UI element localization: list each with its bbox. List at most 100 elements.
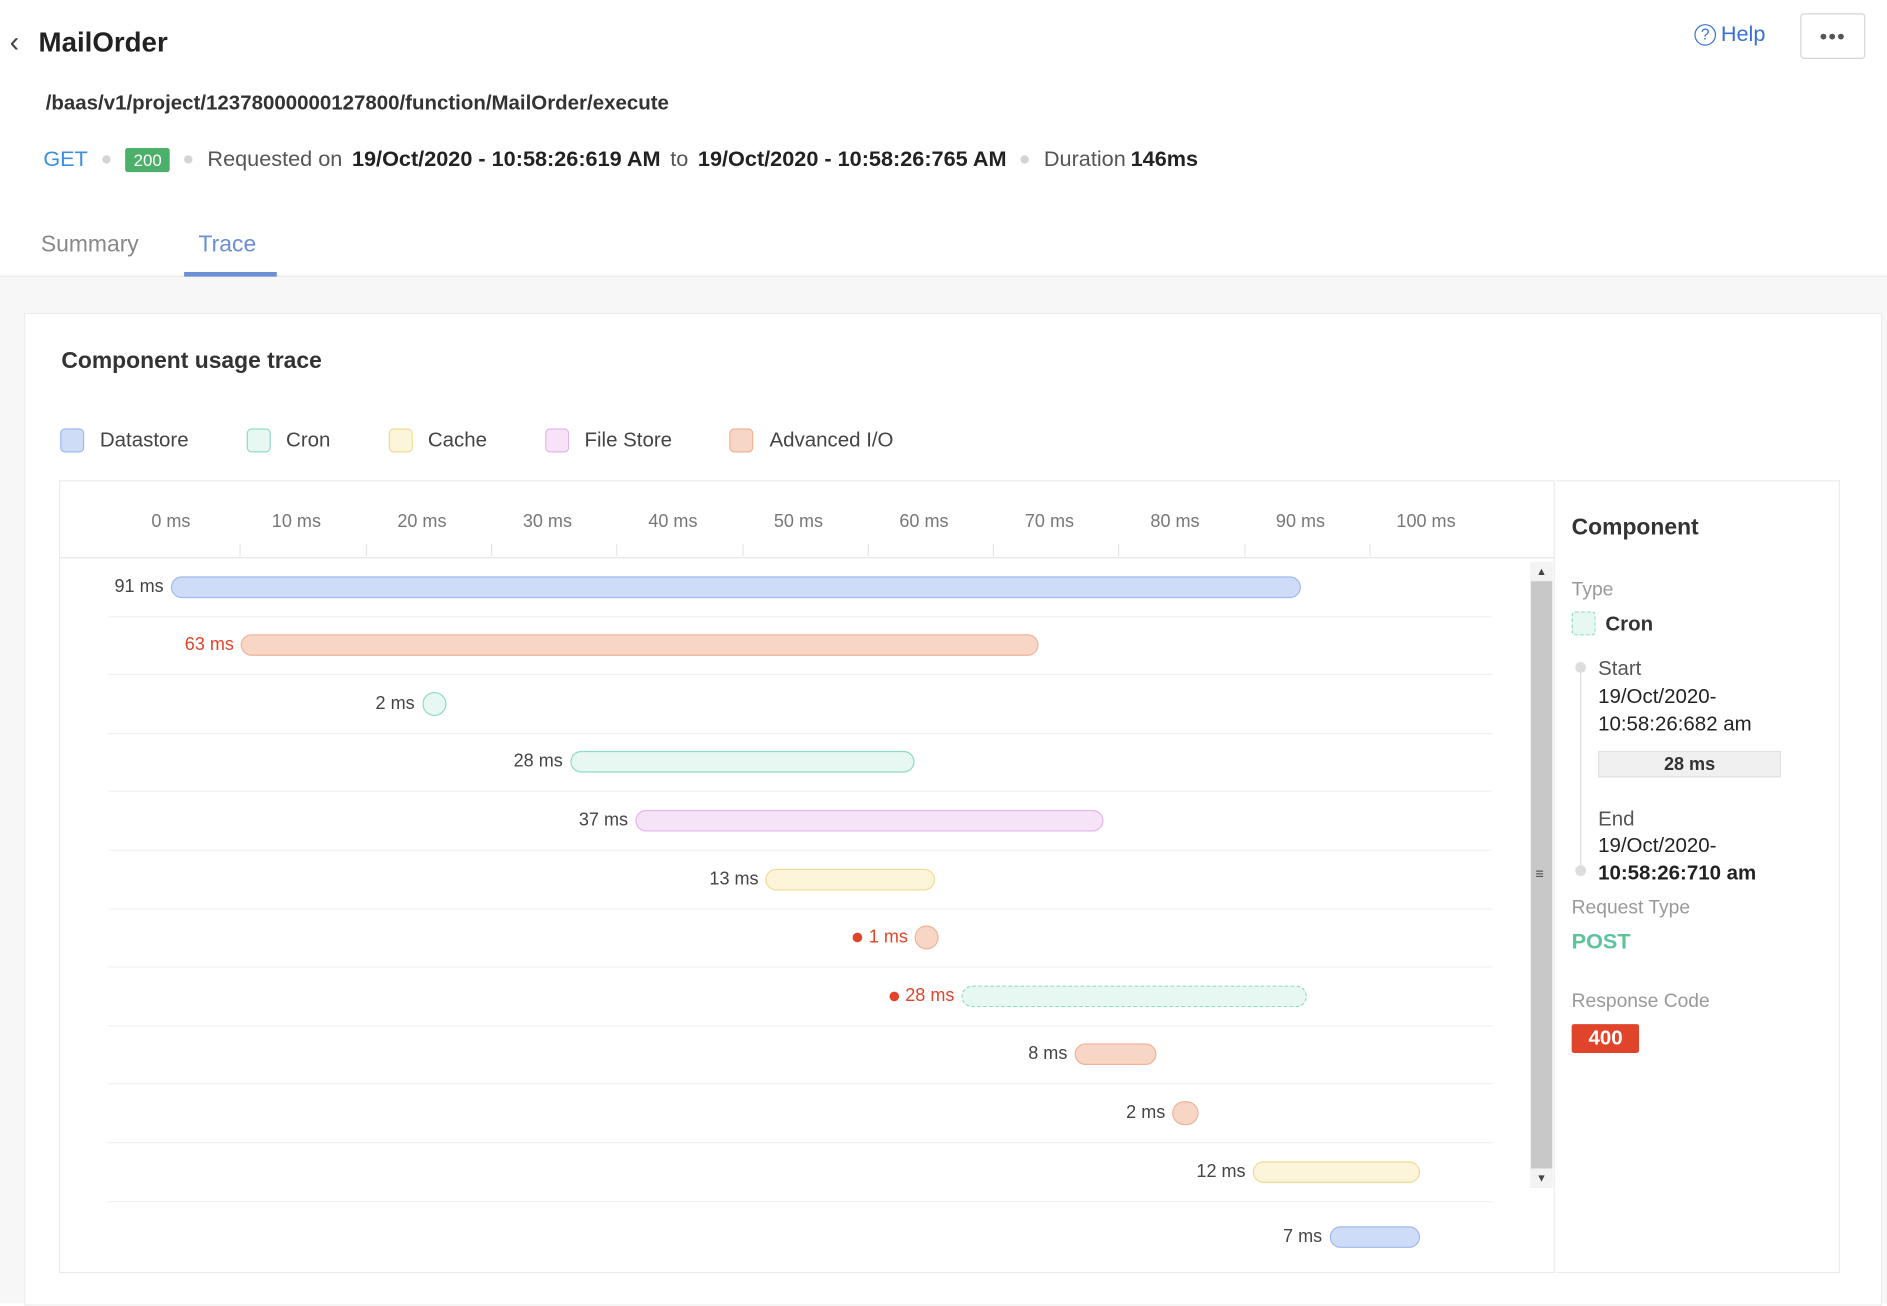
- axis-tick-label: 0 ms: [151, 511, 191, 532]
- component-type: Cron: [1605, 612, 1654, 636]
- type-label: Type: [1571, 580, 1614, 601]
- bar-duration-label: 1 ms: [853, 927, 908, 947]
- legend-item[interactable]: File Store: [544, 428, 673, 453]
- legend-item[interactable]: Advanced I/O: [729, 428, 894, 453]
- legend-swatch-icon: [729, 428, 754, 453]
- help-label: Help: [1720, 21, 1766, 46]
- trace-bar-cron[interactable]: [421, 691, 448, 717]
- row-divider: [108, 966, 1493, 968]
- timeline-line: [1580, 669, 1582, 872]
- duration-text: 2 ms: [1126, 1102, 1166, 1123]
- axis-tick-label: 30 ms: [522, 511, 573, 532]
- method: GET: [43, 146, 88, 171]
- trace-bar-advanced-i-o[interactable]: [1074, 1043, 1157, 1066]
- axis-tick: [992, 543, 995, 556]
- row-divider: [108, 616, 1493, 618]
- row-divider: [108, 1025, 1493, 1027]
- row-divider: [108, 790, 1493, 792]
- legend-swatch-icon: [388, 428, 413, 453]
- start-date: 19/Oct/2020-: [1598, 684, 1717, 708]
- bar-duration-label: 37 ms: [579, 810, 628, 830]
- duration-text: 63 ms: [184, 634, 234, 655]
- legend-label: File Store: [584, 428, 673, 452]
- end-time: 10:58:26:710 am: [1598, 861, 1757, 885]
- legend-label: Datastore: [99, 428, 189, 452]
- axis-tick-label: 10 ms: [271, 511, 321, 532]
- axis-tick-label: 60 ms: [899, 511, 949, 532]
- legend-item[interactable]: Cache: [388, 428, 488, 453]
- legend-item[interactable]: Cron: [246, 428, 330, 453]
- timeline-scrollbar[interactable]: ▲ ≡ ▼: [1530, 561, 1553, 1188]
- request-type: POST: [1571, 929, 1631, 954]
- duration-text: 2 ms: [375, 693, 415, 714]
- row-divider: [108, 673, 1493, 676]
- duration-text: 37 ms: [578, 809, 629, 831]
- more-options-button[interactable]: •••: [1800, 13, 1866, 59]
- row-divider: [108, 849, 1493, 851]
- start-dot-icon: [1575, 661, 1587, 673]
- duration-label: Duration: [1043, 146, 1126, 171]
- trace-bar-advanced-i-o[interactable]: [915, 925, 940, 950]
- axis-tick-label: 20 ms: [397, 511, 447, 532]
- cron-swatch-icon: [1571, 611, 1596, 636]
- axis-tick: [1243, 543, 1246, 556]
- trace-bar-cache[interactable]: [1252, 1161, 1420, 1183]
- duration-text: 8 ms: [1028, 1043, 1068, 1064]
- tabs-divider: [0, 275, 1887, 277]
- error-dot-icon: [853, 932, 863, 942]
- error-dot-icon: [889, 990, 900, 1001]
- trace-bar-datastore[interactable]: [170, 576, 1301, 599]
- tab-summary[interactable]: Summary: [40, 232, 139, 258]
- trace-bar-advanced-i-o[interactable]: [1172, 1101, 1199, 1126]
- axis-tick: [490, 543, 493, 556]
- tab-trace[interactable]: Trace: [198, 232, 257, 258]
- duration-text: 28 ms: [905, 985, 955, 1007]
- back-chevron-icon[interactable]: ‹: [9, 26, 20, 59]
- axis-tick-label: 50 ms: [773, 511, 824, 532]
- end-dot-icon: [1575, 865, 1587, 877]
- trace-bar-cron[interactable]: [961, 985, 1307, 1008]
- duration-text: 91 ms: [114, 576, 164, 597]
- duration-value: 146ms: [1130, 146, 1199, 171]
- axis-tick-label: 80 ms: [1150, 511, 1200, 532]
- trace-bar-advanced-i-o[interactable]: [241, 634, 1039, 656]
- bar-duration-label: 2 ms: [376, 693, 415, 713]
- trace-bar-file-store[interactable]: [635, 809, 1104, 832]
- axis-tick: [1118, 543, 1120, 556]
- legend: Datastore Cron Cache File Store Advanced I/O: [60, 428, 951, 453]
- axis-tick: [1369, 543, 1371, 556]
- legend-label: Cache: [427, 428, 488, 452]
- trace-bar-cron[interactable]: [570, 750, 916, 773]
- duration-text: 12 ms: [1196, 1161, 1246, 1182]
- component-title: Component: [1571, 515, 1699, 541]
- duration-text: 7 ms: [1283, 1226, 1323, 1247]
- trace-bar-cache[interactable]: [765, 868, 936, 891]
- scroll-down-icon[interactable]: ▼: [1530, 1168, 1553, 1188]
- bar-duration-label: 8 ms: [1028, 1043, 1067, 1063]
- duration-text: 13 ms: [709, 868, 759, 890]
- trace-bar-datastore[interactable]: [1329, 1226, 1420, 1248]
- axis-tick: [616, 543, 618, 556]
- legend-swatch-icon: [544, 428, 569, 453]
- end-date: 19/Oct/2020-: [1598, 833, 1717, 857]
- legend-label: Advanced I/O: [769, 428, 894, 452]
- request-meta: GET 200 Requested on 19/Oct/2020 - 10:58…: [43, 147, 1198, 172]
- row-divider: [108, 1200, 1493, 1203]
- request-start: 19/Oct/2020 - 10:58:26:619 AM: [351, 146, 661, 171]
- scroll-grip-icon[interactable]: ≡: [1535, 865, 1544, 883]
- component-panel: [1555, 480, 1840, 1274]
- row-divider: [108, 732, 1493, 735]
- scroll-up-icon[interactable]: ▲: [1530, 561, 1553, 582]
- separator-dot: [184, 155, 193, 164]
- legend-swatch-icon: [60, 428, 85, 453]
- duration-text: 28 ms: [513, 750, 563, 772]
- start-time: 10:58:26:682 am: [1598, 712, 1752, 736]
- help-link[interactable]: ? Help: [1694, 22, 1765, 47]
- end-label: End: [1598, 807, 1635, 831]
- axis-tick: [365, 543, 367, 556]
- legend-item[interactable]: Datastore: [60, 428, 189, 453]
- component-duration: 28 ms: [1598, 750, 1782, 778]
- axis-tick: [741, 543, 744, 556]
- page-title: MailOrder: [38, 26, 168, 58]
